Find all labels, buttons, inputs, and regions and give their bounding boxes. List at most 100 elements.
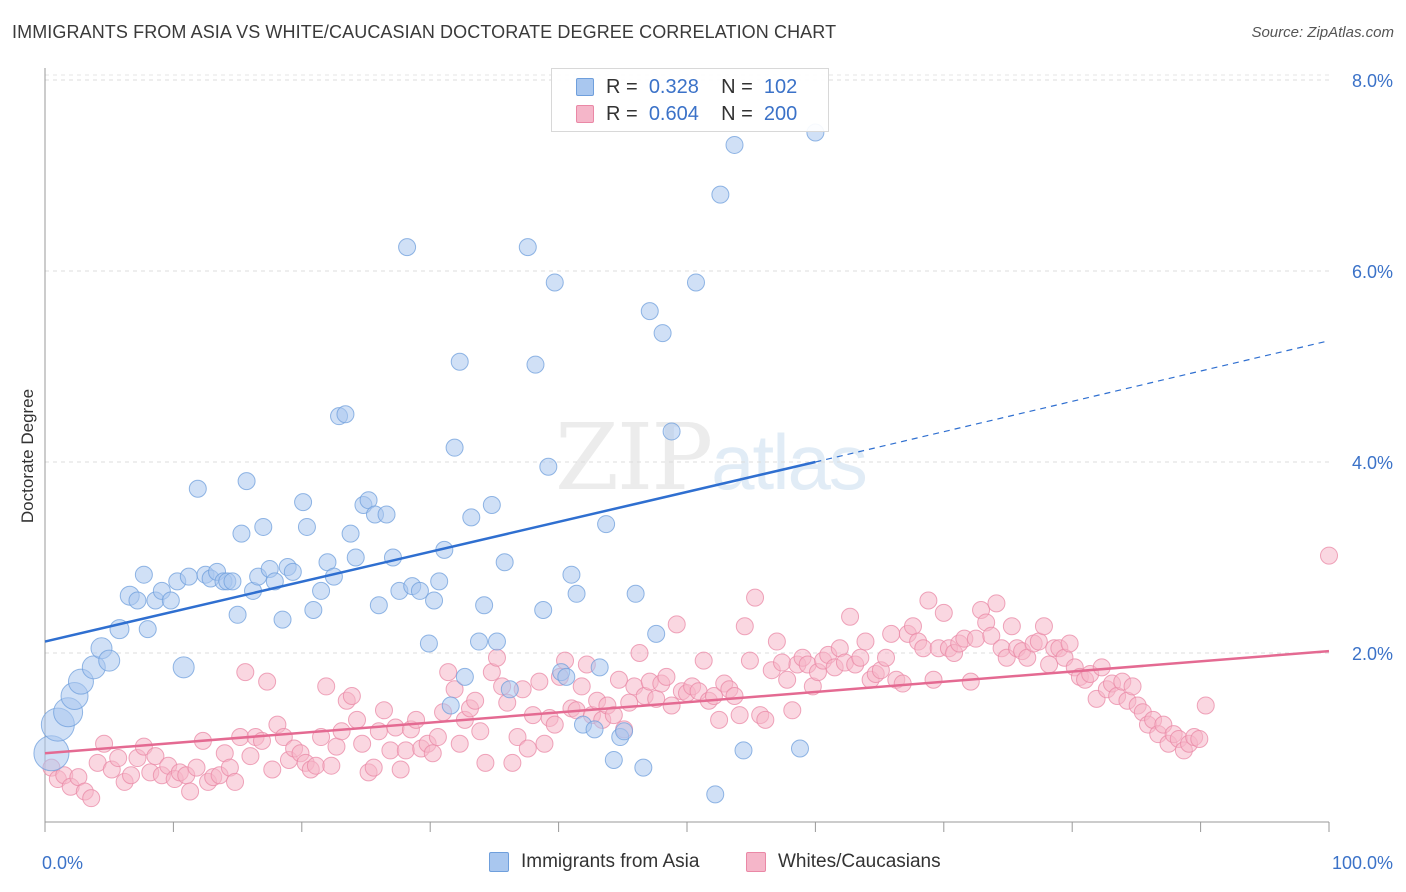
legend-n-label: N = (721, 102, 753, 125)
asia-point (585, 720, 604, 739)
white-point (919, 591, 938, 610)
asia-point (597, 515, 616, 534)
asia-point (254, 517, 273, 536)
white-point (694, 651, 713, 670)
bottom-legend: Immigrants from Asia Whites/Caucasians (0, 851, 1406, 877)
asia-point (134, 565, 153, 584)
asia-point (604, 750, 623, 769)
bottom-legend-label-white: Whites/Caucasians (778, 851, 941, 872)
asia-point (539, 457, 558, 476)
asia-point (188, 479, 207, 498)
white-point (327, 737, 346, 756)
asia-point (228, 605, 247, 624)
asia-point (179, 567, 198, 586)
bottom-legend-swatch-asia (489, 852, 509, 872)
y-tick-label: 8.0% (1352, 71, 1393, 91)
white-point (146, 747, 165, 766)
asia-point (450, 352, 469, 371)
white-point (856, 632, 875, 651)
white-point (982, 626, 1001, 645)
asia-point (482, 495, 501, 514)
white-point (966, 629, 985, 648)
asia-point (475, 596, 494, 615)
asia-point (445, 438, 464, 457)
bottom-legend-white: Whites/Caucasians (746, 851, 941, 873)
asia-point (128, 591, 147, 610)
y-tick-label: 6.0% (1352, 262, 1393, 282)
asia-point (706, 785, 725, 804)
y-tick-label: 4.0% (1352, 453, 1393, 473)
legend-swatch-white (576, 105, 594, 123)
white-point (391, 760, 410, 779)
white-point (924, 670, 943, 689)
white-point (914, 639, 933, 658)
legend-r-label: R = (606, 102, 638, 125)
white-point (730, 706, 749, 725)
white-point (1040, 655, 1059, 674)
asia-point (273, 610, 292, 629)
white-point (756, 710, 775, 729)
white-point (109, 749, 128, 768)
bottom-legend-asia: Immigrants from Asia (489, 851, 699, 873)
asia-point (526, 355, 545, 374)
white-point (778, 670, 797, 689)
white-point (353, 734, 372, 753)
white-point (396, 741, 415, 760)
white-point (783, 701, 802, 720)
white-point (609, 670, 628, 689)
white-point (241, 747, 260, 766)
white-point (1029, 632, 1048, 651)
white-point (1123, 677, 1142, 696)
legend-row-white: R = 0.604 N = 200 (576, 102, 797, 126)
white-point (1060, 634, 1079, 653)
legend-n-value: 102 (763, 75, 798, 98)
white-point (226, 772, 245, 791)
white-point (535, 734, 554, 753)
legend-n-label: N = (721, 75, 753, 98)
white-point (710, 710, 729, 729)
x-tick-label: 100.0% (1332, 853, 1393, 873)
white-point (934, 603, 953, 622)
asia-point (98, 649, 121, 672)
asia-point (790, 739, 809, 758)
asia-point (487, 632, 506, 651)
source-label: Source: ZipAtlas.com (1251, 24, 1394, 41)
white-point (423, 744, 442, 763)
white-point (1190, 729, 1209, 748)
white-point (773, 653, 792, 672)
white-point (374, 701, 393, 720)
asia-point (232, 524, 251, 543)
asia-trend-line (44, 460, 816, 643)
asia-point (562, 565, 581, 584)
white-point (740, 651, 759, 670)
asia-point (398, 238, 417, 257)
y-tick-label: 2.0% (1352, 644, 1393, 664)
bottom-legend-swatch-white (746, 852, 766, 872)
white-point (263, 760, 282, 779)
legend-n-value: 200 (763, 102, 798, 125)
asia-point (590, 658, 609, 677)
white-point (620, 693, 639, 712)
asia-point (615, 722, 634, 741)
white-point (604, 706, 623, 725)
white-point (439, 663, 458, 682)
asia-point (369, 596, 388, 615)
legend-row-asia: R = 0.328 N = 102 (576, 75, 797, 99)
white-point (236, 663, 255, 682)
asia-point (410, 581, 429, 600)
white-point (877, 648, 896, 667)
asia-point (686, 273, 705, 292)
asia-point (534, 601, 553, 620)
white-point (841, 607, 860, 626)
asia-point (430, 572, 449, 591)
white-point (1092, 658, 1111, 677)
asia-point (441, 696, 460, 715)
asia-point (425, 591, 444, 610)
white-point (187, 758, 206, 777)
white-point (667, 615, 686, 634)
white-point (122, 766, 141, 785)
white-point (322, 756, 341, 775)
asia-point (711, 185, 730, 204)
chart-title: IMMIGRANTS FROM ASIA VS WHITE/CAUCASIAN … (12, 22, 837, 42)
